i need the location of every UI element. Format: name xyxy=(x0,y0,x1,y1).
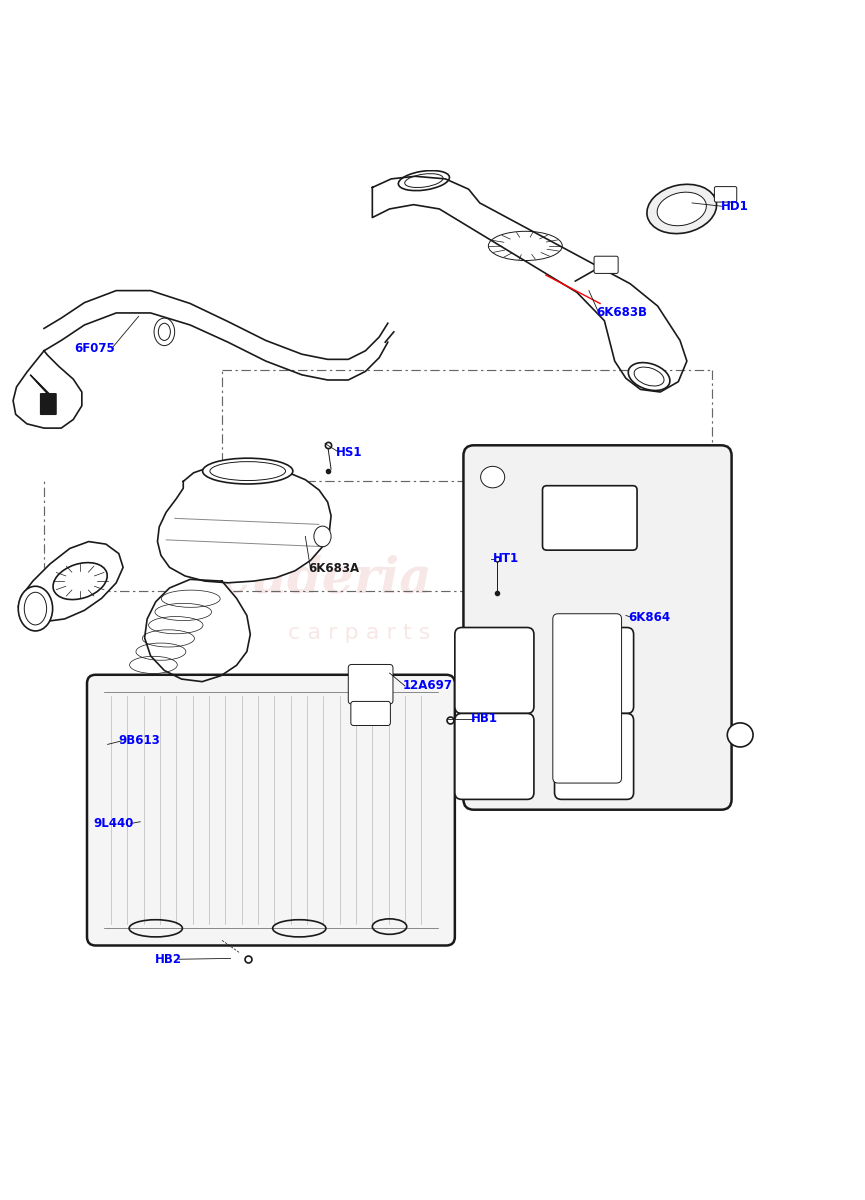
Bar xyxy=(664,527,682,544)
Bar xyxy=(647,613,664,630)
Ellipse shape xyxy=(202,458,293,484)
Bar xyxy=(613,613,631,630)
FancyBboxPatch shape xyxy=(464,445,732,810)
Ellipse shape xyxy=(647,185,716,234)
Ellipse shape xyxy=(628,362,670,390)
FancyBboxPatch shape xyxy=(455,714,534,799)
FancyBboxPatch shape xyxy=(714,187,737,202)
FancyBboxPatch shape xyxy=(542,486,637,550)
Text: HT1: HT1 xyxy=(493,552,519,565)
Bar xyxy=(664,562,682,578)
Bar xyxy=(596,595,613,613)
Bar xyxy=(579,544,596,562)
Polygon shape xyxy=(18,541,123,622)
Text: 9B613: 9B613 xyxy=(119,734,161,748)
Bar xyxy=(596,527,613,544)
FancyBboxPatch shape xyxy=(455,628,534,714)
Text: 6K864: 6K864 xyxy=(629,611,670,624)
Text: 12A697: 12A697 xyxy=(402,679,452,692)
Ellipse shape xyxy=(314,526,331,547)
Bar xyxy=(631,595,647,613)
Text: HS1: HS1 xyxy=(336,445,362,458)
Bar xyxy=(613,578,631,595)
Ellipse shape xyxy=(727,722,753,746)
Ellipse shape xyxy=(657,192,707,226)
Polygon shape xyxy=(144,580,250,682)
Polygon shape xyxy=(372,176,687,392)
Text: HB2: HB2 xyxy=(155,953,182,966)
Bar xyxy=(596,562,613,578)
Bar xyxy=(664,595,682,613)
Ellipse shape xyxy=(481,467,504,488)
FancyBboxPatch shape xyxy=(351,702,390,726)
Bar xyxy=(631,527,647,544)
Ellipse shape xyxy=(154,318,175,346)
Polygon shape xyxy=(157,464,331,583)
Text: c a r p a r t s: c a r p a r t s xyxy=(288,623,431,643)
Bar xyxy=(631,562,647,578)
Polygon shape xyxy=(44,290,388,380)
Polygon shape xyxy=(13,350,82,428)
Text: 6K683A: 6K683A xyxy=(308,562,359,575)
FancyBboxPatch shape xyxy=(554,714,633,799)
Text: HB1: HB1 xyxy=(471,712,498,725)
Text: 6K683B: 6K683B xyxy=(596,306,647,318)
Bar xyxy=(682,578,699,595)
Bar xyxy=(682,613,699,630)
FancyBboxPatch shape xyxy=(349,665,393,704)
FancyBboxPatch shape xyxy=(594,257,618,274)
Bar xyxy=(613,544,631,562)
Text: HD1: HD1 xyxy=(721,200,748,212)
Bar xyxy=(579,613,596,630)
Text: 9L440: 9L440 xyxy=(93,817,133,830)
Bar xyxy=(647,578,664,595)
Bar xyxy=(647,544,664,562)
FancyBboxPatch shape xyxy=(87,674,455,946)
Bar xyxy=(579,578,596,595)
Text: 6F075: 6F075 xyxy=(74,342,114,355)
FancyBboxPatch shape xyxy=(554,628,633,714)
FancyBboxPatch shape xyxy=(553,613,622,784)
Polygon shape xyxy=(30,374,56,414)
Bar xyxy=(682,544,699,562)
Text: scuderia: scuderia xyxy=(192,554,432,604)
Ellipse shape xyxy=(18,587,53,631)
